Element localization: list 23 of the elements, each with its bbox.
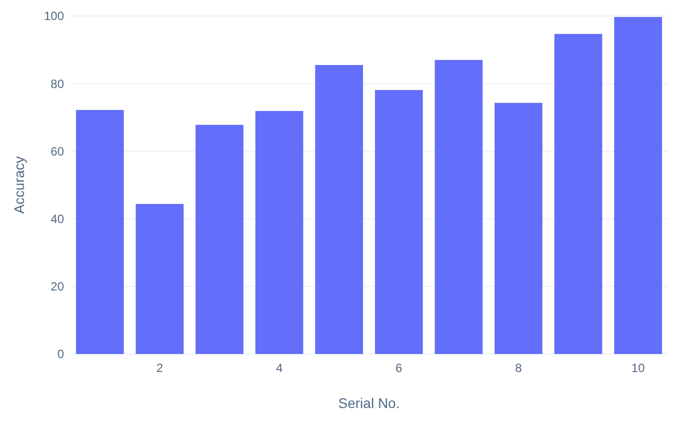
bar xyxy=(374,90,423,354)
y-tick-label: 40 xyxy=(50,212,64,226)
bar xyxy=(434,60,483,354)
x-tick-label: 10 xyxy=(631,361,646,375)
y-tick-label: 100 xyxy=(44,9,64,24)
y-tick-label: 80 xyxy=(50,76,64,91)
x-tick-label: 6 xyxy=(396,361,403,375)
bar xyxy=(196,124,244,354)
x-tick-label: 4 xyxy=(276,361,283,375)
y-tick-label: 20 xyxy=(50,280,64,294)
x-tick-label: 2 xyxy=(156,361,164,375)
bar xyxy=(554,34,602,354)
x-axis-title: Serial No. xyxy=(338,395,400,411)
bar xyxy=(315,65,364,354)
y-tick-label: 60 xyxy=(50,144,64,158)
bar xyxy=(494,102,542,354)
bar xyxy=(614,17,662,354)
x-tick-label: 8 xyxy=(515,361,522,375)
bar xyxy=(255,110,304,354)
bar xyxy=(76,110,124,354)
bar xyxy=(136,204,184,354)
y-tick-label: 0 xyxy=(57,347,64,362)
y-axis-title: Accuracy xyxy=(11,156,27,214)
